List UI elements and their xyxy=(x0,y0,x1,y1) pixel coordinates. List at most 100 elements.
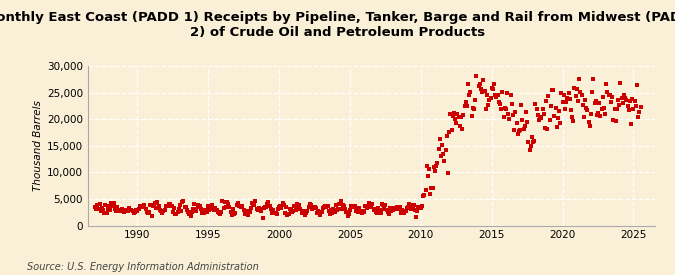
Point xyxy=(178,199,189,204)
Point xyxy=(524,148,535,153)
Point xyxy=(563,91,574,95)
Point xyxy=(93,207,104,211)
Point xyxy=(614,103,624,107)
Point xyxy=(574,77,585,81)
Point xyxy=(139,203,150,208)
Point xyxy=(165,202,176,207)
Point xyxy=(277,201,288,205)
Point xyxy=(503,111,514,116)
Point xyxy=(443,170,454,175)
Point xyxy=(250,199,261,203)
Point xyxy=(211,208,222,213)
Point xyxy=(94,202,105,206)
Point xyxy=(325,208,336,212)
Point xyxy=(571,87,582,92)
Point xyxy=(629,99,640,103)
Point xyxy=(240,211,250,216)
Point xyxy=(597,95,608,99)
Point xyxy=(509,128,520,132)
Point xyxy=(155,209,166,213)
Point xyxy=(210,206,221,211)
Point xyxy=(512,132,523,136)
Point xyxy=(169,205,180,210)
Point xyxy=(282,213,293,217)
Point xyxy=(528,140,539,145)
Point xyxy=(445,112,456,116)
Point xyxy=(490,92,501,97)
Point xyxy=(248,203,259,208)
Point xyxy=(257,215,268,220)
Point xyxy=(166,204,177,208)
Point xyxy=(541,99,551,103)
Point xyxy=(188,202,199,206)
Point xyxy=(531,107,542,111)
Point xyxy=(325,212,335,216)
Point xyxy=(530,102,541,106)
Point xyxy=(593,111,603,115)
Point xyxy=(288,208,298,213)
Point xyxy=(462,82,473,86)
Point xyxy=(481,106,491,111)
Point xyxy=(252,208,263,213)
Point xyxy=(588,77,599,82)
Point xyxy=(575,90,586,94)
Point xyxy=(457,127,468,131)
Point xyxy=(105,208,115,212)
Point xyxy=(414,205,425,210)
Point xyxy=(475,82,485,86)
Point xyxy=(336,207,347,211)
Point xyxy=(114,209,125,214)
Point xyxy=(599,112,610,117)
Point xyxy=(113,208,124,212)
Point xyxy=(301,211,312,215)
Point xyxy=(545,104,556,108)
Point xyxy=(237,204,248,208)
Point xyxy=(418,193,429,198)
Point xyxy=(605,100,616,104)
Point xyxy=(566,115,577,119)
Point xyxy=(552,116,563,120)
Point xyxy=(587,89,597,94)
Point xyxy=(198,211,209,215)
Point xyxy=(346,204,356,208)
Point xyxy=(367,202,378,206)
Point xyxy=(294,203,304,207)
Point xyxy=(368,207,379,212)
Point xyxy=(160,204,171,208)
Point xyxy=(408,202,419,207)
Point xyxy=(144,209,155,214)
Point xyxy=(383,212,394,216)
Point xyxy=(341,210,352,214)
Point xyxy=(308,206,319,210)
Point xyxy=(466,114,477,118)
Point xyxy=(371,210,381,214)
Point xyxy=(317,206,328,210)
Point xyxy=(535,115,545,119)
Point xyxy=(627,97,638,101)
Point xyxy=(263,200,274,204)
Point xyxy=(393,207,404,211)
Point xyxy=(125,208,136,212)
Point xyxy=(98,208,109,213)
Point xyxy=(323,208,334,213)
Point xyxy=(231,203,242,207)
Point xyxy=(562,95,572,100)
Point xyxy=(429,164,439,169)
Point xyxy=(483,103,493,108)
Point xyxy=(240,211,251,215)
Point xyxy=(615,81,626,86)
Point xyxy=(236,205,246,210)
Y-axis label: Thousand Barrels: Thousand Barrels xyxy=(32,100,43,191)
Point xyxy=(235,204,246,208)
Point xyxy=(520,110,531,114)
Point xyxy=(215,212,225,216)
Point xyxy=(479,88,490,93)
Point xyxy=(184,212,194,217)
Point xyxy=(352,205,362,210)
Point xyxy=(519,124,530,128)
Point xyxy=(349,203,360,208)
Point xyxy=(177,200,188,204)
Point xyxy=(434,137,445,141)
Point xyxy=(354,206,364,210)
Point xyxy=(186,210,197,214)
